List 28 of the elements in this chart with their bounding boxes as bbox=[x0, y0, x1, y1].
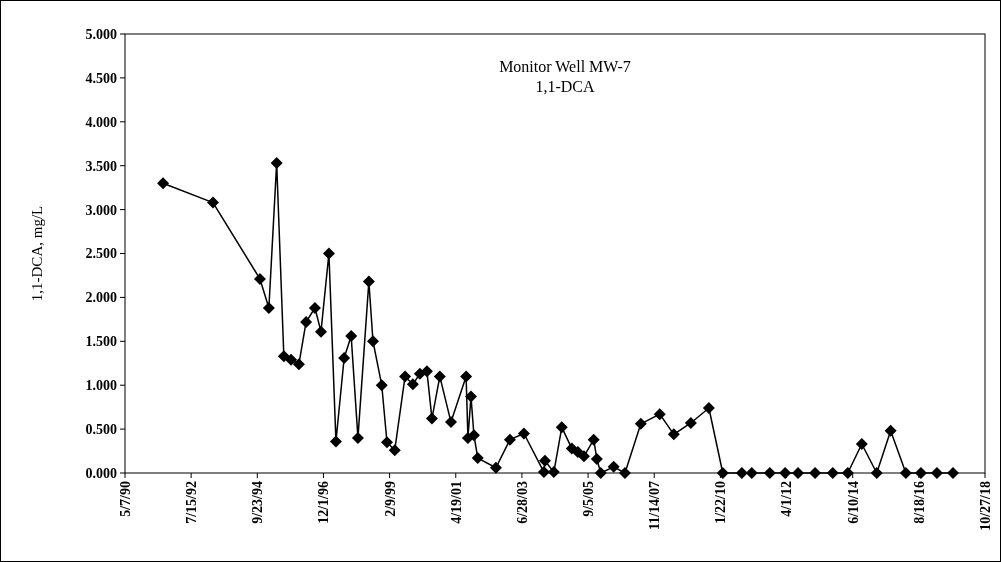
y-tick-label: 4.500 bbox=[85, 70, 117, 86]
y-tick-label: 3.000 bbox=[85, 202, 117, 218]
y-tick-label: 0.000 bbox=[85, 465, 117, 481]
y-tick-label: 1.500 bbox=[85, 334, 117, 350]
x-tick-label: 4/19/01 bbox=[448, 481, 464, 524]
x-tick-label: 8/18/16 bbox=[911, 481, 927, 524]
x-tick-label: 6/28/03 bbox=[514, 481, 530, 524]
x-tick-label: 7/15/92 bbox=[184, 481, 200, 524]
x-tick-label: 11/14/07 bbox=[647, 481, 663, 531]
x-tick-label: 1/22/10 bbox=[713, 481, 729, 524]
y-tick-label: 2.500 bbox=[85, 246, 117, 262]
x-tick-label: 10/27/18 bbox=[977, 481, 993, 531]
x-tick-label: 12/1/96 bbox=[316, 481, 332, 524]
x-tick-label: 9/23/94 bbox=[250, 481, 266, 524]
x-tick-label: 2/9/99 bbox=[382, 481, 398, 517]
text: Monitor Well MW-7 bbox=[499, 58, 631, 75]
y-tick-label: 3.500 bbox=[85, 158, 117, 174]
text: 1,1-DCA bbox=[535, 78, 595, 95]
y-tick-label: 2.000 bbox=[85, 290, 117, 306]
y-tick-label: 1.000 bbox=[85, 378, 117, 394]
y-tick-label: 4.000 bbox=[85, 114, 117, 130]
y-tick-label: 5.000 bbox=[85, 26, 117, 42]
y-axis-title: 1,1-DCA, mg/L bbox=[29, 205, 45, 302]
y-tick-label: 0.500 bbox=[85, 422, 117, 437]
x-tick-label: 9/5/05 bbox=[580, 481, 596, 517]
x-tick-label: 4/1/12 bbox=[779, 481, 795, 517]
x-tick-label: 5/7/90 bbox=[117, 481, 133, 517]
x-tick-label: 6/10/14 bbox=[845, 481, 861, 524]
